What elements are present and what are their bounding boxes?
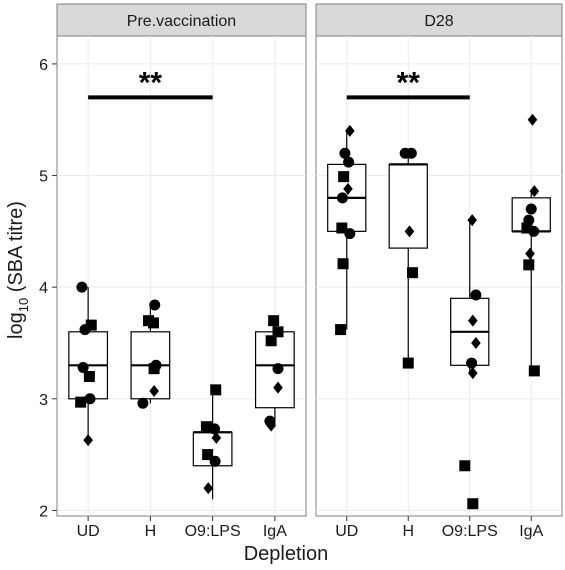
x-tick-label: H [402, 523, 414, 540]
data-point-square [467, 498, 479, 510]
data-point-diamond [203, 482, 214, 495]
data-point-square [265, 335, 277, 347]
data-point-diamond [529, 185, 540, 198]
data-point-square [210, 384, 222, 396]
data-point-circle [343, 156, 355, 168]
y-tick-label: 5 [39, 169, 48, 186]
data-point-square [523, 259, 535, 271]
data-point-diamond [467, 214, 478, 227]
data-point-square [200, 421, 212, 433]
data-point-diamond [149, 384, 159, 397]
data-point-circle [470, 289, 482, 301]
x-tick-label: H [145, 523, 157, 540]
data-point-circle [405, 147, 417, 159]
data-point-circle [84, 393, 96, 405]
data-point-square [338, 171, 350, 183]
data-point-square [407, 267, 419, 279]
data-point-circle [137, 397, 149, 409]
data-point-circle [525, 203, 537, 215]
data-point-circle [208, 423, 220, 435]
y-tick-label: 3 [39, 392, 48, 409]
y-tick-label: 6 [39, 57, 48, 74]
data-point-diamond [343, 182, 353, 195]
facet-label: Pre.vaccination [127, 13, 236, 30]
y-axis: 2 3 4 5 6 [39, 57, 57, 520]
data-point-square [148, 363, 160, 375]
x-axis-title: Depletion [244, 543, 329, 565]
panel-background [56, 35, 307, 517]
data-point-diamond [471, 336, 481, 349]
data-point-square [335, 324, 347, 336]
data-point-diamond [527, 113, 538, 126]
data-point-square [402, 357, 414, 369]
data-point-diamond [468, 367, 478, 380]
data-point-circle [339, 147, 351, 159]
facet-strip [56, 3, 307, 37]
data-point-diamond [266, 419, 276, 432]
data-point-square [83, 370, 95, 382]
data-point-diamond [83, 434, 93, 447]
data-point-square [147, 317, 159, 329]
x-tick-label: IgA [263, 523, 287, 540]
data-point-circle [149, 299, 161, 311]
data-point-circle [76, 281, 88, 293]
data-point-square [336, 222, 348, 234]
x-tick-label: O9:LPS [185, 523, 241, 540]
data-point-circle [344, 228, 356, 240]
data-point-square [272, 326, 284, 338]
data-point-square [85, 319, 97, 331]
x-tick-label: IgA [519, 523, 543, 540]
data-point-circle [466, 357, 478, 369]
panel-d28: D28 ** UD H O9:LPS IgA [315, 3, 563, 540]
data-point-diamond [468, 314, 478, 327]
data-point-square [337, 258, 349, 270]
significance-label: ** [139, 66, 163, 99]
data-point-circle [79, 324, 91, 336]
data-point-diamond [345, 124, 355, 137]
data-point-circle [209, 455, 221, 467]
data-point-diamond [273, 381, 283, 394]
x-tick-label: UD [77, 523, 100, 540]
facet-label: D28 [424, 13, 453, 30]
data-point-square [202, 449, 214, 461]
data-point-square [75, 396, 87, 408]
data-point-square [521, 222, 533, 234]
data-point-diamond [211, 431, 222, 444]
data-point-circle [336, 192, 348, 204]
data-point-square [528, 365, 540, 377]
panel-pre-vaccination: Pre.vaccination ** UD H O9:LPS IgA [56, 3, 307, 540]
data-point-circle [77, 362, 89, 374]
data-point-diamond [404, 225, 415, 238]
panels-layer: Pre.vaccination ** UD H O9:LPS IgA D28 ** UD H O9:… [56, 3, 563, 540]
y-tick-label: 4 [39, 280, 48, 297]
x-tick-label: O9:LPS [442, 523, 498, 540]
data-point-diamond [525, 247, 535, 260]
y-tick-label: 2 [39, 503, 48, 520]
x-tick-label: UD [335, 523, 358, 540]
significance-label: ** [397, 66, 421, 99]
data-point-square [268, 315, 280, 327]
data-point-circle [528, 225, 540, 237]
data-point-circle [272, 363, 284, 375]
data-point-square [459, 460, 471, 472]
y-axis-title: log10 (SBA titre) [5, 201, 31, 339]
panel-background [315, 35, 563, 517]
